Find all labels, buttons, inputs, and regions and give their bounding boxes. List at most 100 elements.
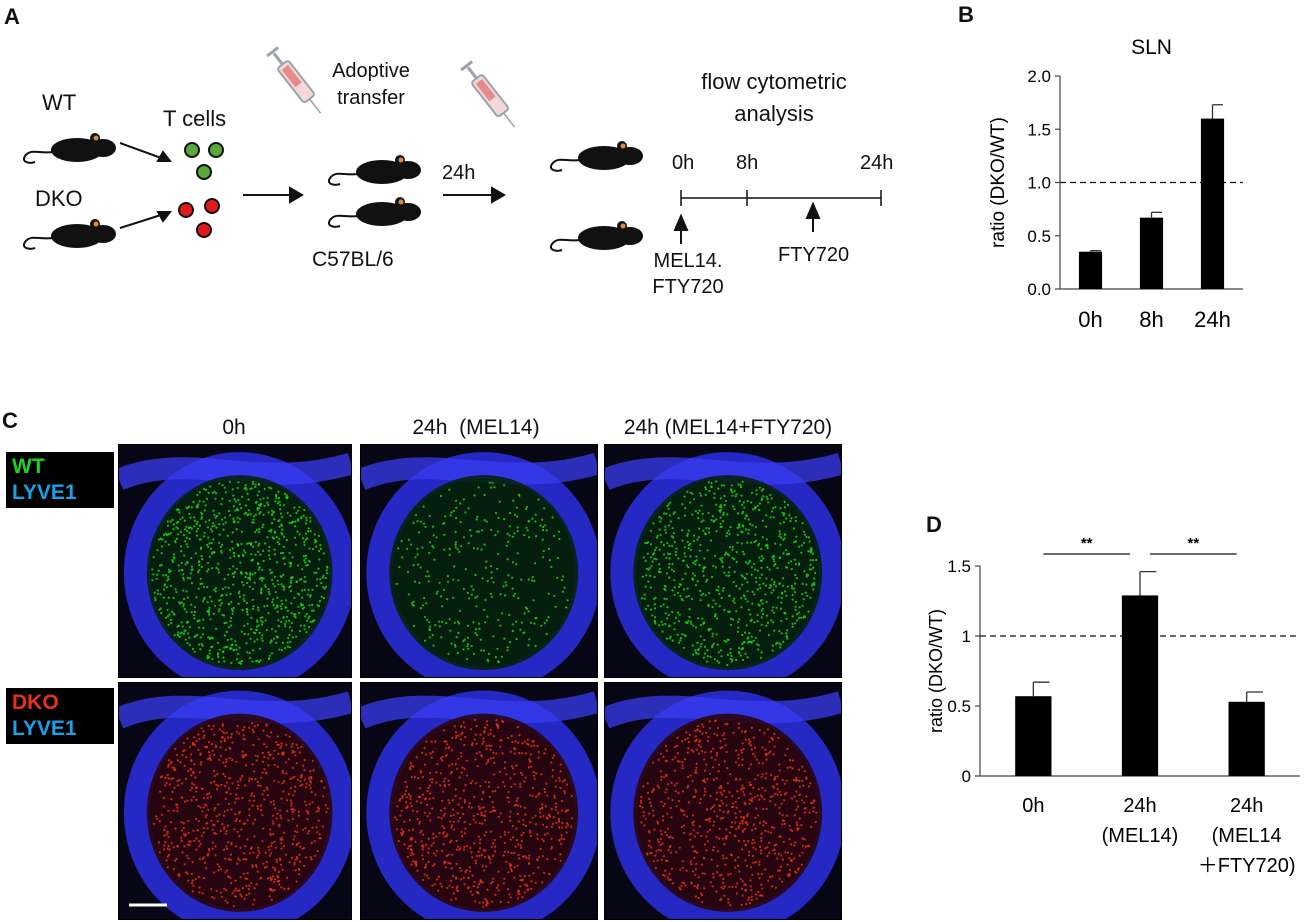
cell-dot <box>239 893 242 896</box>
cell-dot <box>467 887 470 890</box>
cell-dot <box>563 838 566 841</box>
cell-dot <box>441 825 444 828</box>
cell-dot <box>298 533 301 536</box>
cell-dot <box>737 839 741 842</box>
cell-dot <box>296 857 299 860</box>
cell-dot <box>733 489 736 493</box>
cell-dot <box>789 828 792 831</box>
cell-dot <box>532 872 535 875</box>
cell-dot <box>715 480 718 483</box>
cell-dot <box>229 620 232 623</box>
cell-dot <box>679 808 682 811</box>
cell-dot <box>253 887 256 890</box>
cell-dot <box>683 824 686 827</box>
cell-dot <box>779 607 783 610</box>
cell-dot <box>686 786 689 789</box>
cell-dot <box>415 800 419 803</box>
cell-dot <box>497 870 500 873</box>
cell-dot <box>706 739 710 743</box>
cell-dot <box>301 603 304 606</box>
cell-dot <box>164 825 167 828</box>
cell-dot <box>211 841 214 844</box>
cell-dot <box>442 588 445 591</box>
cell-dot <box>807 785 810 788</box>
cell-dot <box>163 844 166 847</box>
cell-dot <box>649 852 652 855</box>
cell-dot <box>798 785 802 788</box>
cell-dot <box>662 553 666 556</box>
cell-dot <box>176 780 179 783</box>
cell-dot <box>805 776 808 779</box>
cell-dot <box>739 822 742 825</box>
cell-dot <box>279 863 283 866</box>
cell-dot <box>422 833 425 836</box>
cell-dot <box>182 826 185 830</box>
cell-dot <box>255 856 258 859</box>
cell-dot <box>720 484 723 487</box>
cell-dot <box>465 657 468 660</box>
cell-dot <box>509 819 512 822</box>
cell-dot <box>463 845 466 848</box>
cell-dot <box>742 748 745 751</box>
cell-dot <box>220 503 223 506</box>
cell-dot <box>762 488 765 491</box>
cell-dot <box>679 868 682 871</box>
cell-dot <box>441 605 444 608</box>
cell-dot <box>693 835 696 838</box>
cell-dot <box>269 641 272 644</box>
cell-dot <box>664 531 668 534</box>
cell-dot <box>749 763 752 766</box>
cell-dot <box>231 547 234 550</box>
cell-dot <box>694 735 697 738</box>
cell-dot <box>516 864 519 867</box>
cell-dot <box>511 824 514 828</box>
cell-dot <box>291 817 295 821</box>
cell-dot <box>557 818 561 821</box>
cell-dot <box>707 736 710 739</box>
cell-dot <box>231 531 234 534</box>
cell-dot <box>281 515 284 519</box>
cell-dot <box>699 730 702 733</box>
cell-dot <box>708 727 711 730</box>
cell-dot <box>283 562 286 566</box>
cell-dot <box>714 602 717 605</box>
cell-dot <box>682 831 685 834</box>
cell-dot <box>706 549 709 552</box>
cell-dot <box>195 739 198 743</box>
cell-dot <box>543 790 546 794</box>
cell-dot <box>427 860 430 864</box>
cell-dot <box>649 529 653 532</box>
cell-dot <box>223 578 226 581</box>
cell-dot <box>280 745 283 748</box>
cell-dot <box>492 581 495 584</box>
cell-dot <box>512 499 515 502</box>
cell-dot <box>158 564 162 567</box>
cell-dot <box>815 811 818 814</box>
cell-dot <box>199 752 202 755</box>
cell-dot <box>265 861 268 864</box>
cell-dot <box>773 844 776 847</box>
cell-dot <box>667 797 670 800</box>
cell-dot <box>258 577 262 580</box>
cell-dot <box>230 638 233 641</box>
cell-dot <box>166 831 169 834</box>
cell-dot <box>766 547 769 550</box>
cell-dot <box>651 790 654 794</box>
cell-dot <box>197 733 200 736</box>
cell-dot <box>651 614 654 617</box>
cell-dot <box>558 838 561 841</box>
cell-dot <box>532 771 535 774</box>
cell-dot <box>173 634 176 637</box>
cell-dot <box>168 613 171 616</box>
cell-dot <box>492 773 495 776</box>
cell-dot <box>266 496 269 499</box>
cell-dot <box>788 857 791 860</box>
cell-dot <box>447 861 450 865</box>
cell-dot <box>188 531 191 534</box>
cell-dot <box>165 859 168 862</box>
cell-dot <box>754 568 757 571</box>
cell-dot <box>202 535 206 538</box>
cell-dot <box>480 548 483 551</box>
cell-dot <box>416 810 419 813</box>
cell-dot <box>713 496 716 499</box>
